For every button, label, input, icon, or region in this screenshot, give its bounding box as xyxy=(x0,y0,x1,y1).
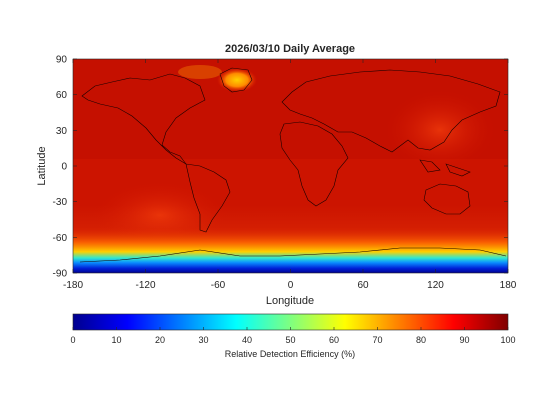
x-tick-label: -180 xyxy=(63,280,83,291)
y-tick-label: -90 xyxy=(53,269,68,280)
colorbar-tick-label: 20 xyxy=(155,335,165,345)
y-tick-label: 0 xyxy=(61,162,67,173)
x-axis-label: Longitude xyxy=(266,295,314,307)
x-tick-label: 120 xyxy=(427,280,444,291)
colorbar-tick-label: 0 xyxy=(70,335,75,345)
y-axis-label: Latitude xyxy=(36,146,48,185)
colorbar-tick-label: 30 xyxy=(198,335,208,345)
colorbar-tick-label: 70 xyxy=(372,335,382,345)
colorbar-tick-label: 90 xyxy=(459,335,469,345)
colorbar-tick-label: 10 xyxy=(111,335,121,345)
colorbar-tick-label: 80 xyxy=(416,335,426,345)
coastlines xyxy=(79,67,507,263)
x-tick-label: 180 xyxy=(500,280,517,291)
x-tick-label: 60 xyxy=(357,280,369,291)
colorbar-tick-label: 100 xyxy=(500,335,515,345)
x-tick-label: -120 xyxy=(135,280,155,291)
y-tick-label: 60 xyxy=(56,90,68,101)
colorbar-tick-label: 40 xyxy=(242,335,252,345)
colorbar-ticks: 0 10 20 30 40 50 60 70 80 90 100 xyxy=(70,327,516,345)
x-tick-label: 0 xyxy=(288,280,294,291)
x-tick-label: -60 xyxy=(211,280,226,291)
chart-title: 2026/03/10 Daily Average xyxy=(225,43,355,55)
y-tick-label: -60 xyxy=(53,233,68,244)
colorbar-tick-label: 50 xyxy=(285,335,295,345)
y-tick-label: 90 xyxy=(56,55,68,66)
y-axis: 90 60 30 0 -30 -60 -90 xyxy=(53,55,508,280)
colorbar-label: Relative Detection Efficiency (%) xyxy=(225,349,355,359)
y-tick-label: -30 xyxy=(53,197,68,208)
y-tick-label: 30 xyxy=(56,126,68,137)
colorbar-tick-label: 60 xyxy=(329,335,339,345)
heatmap-image xyxy=(73,59,508,273)
x-axis: -180 -120 -60 0 60 120 180 xyxy=(63,59,517,291)
